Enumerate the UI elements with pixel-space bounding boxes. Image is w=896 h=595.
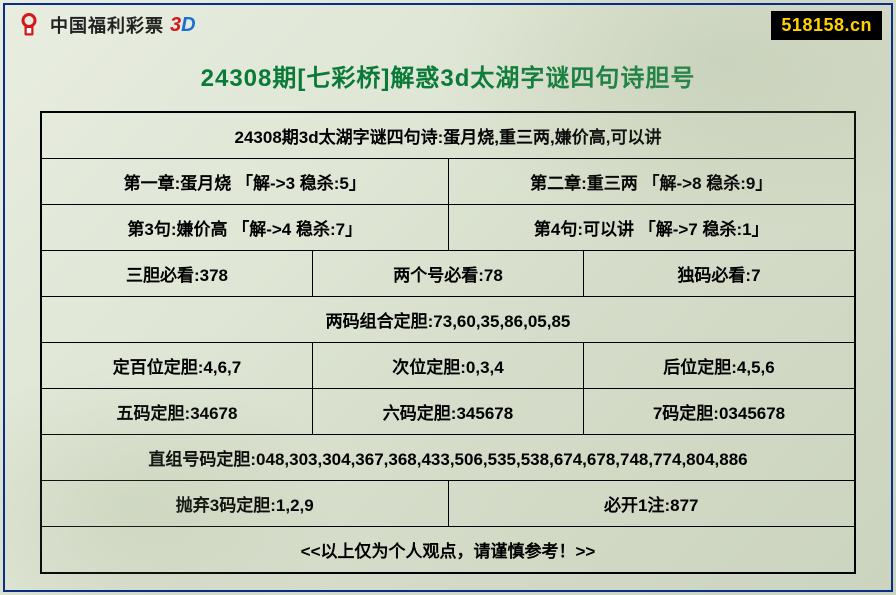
table-row: 五码定胆:34678六码定胆:3456787码定胆:0345678: [42, 388, 854, 434]
logo-text: 中国福利彩票: [50, 12, 164, 38]
table-cell: 直组号码定胆:048,303,304,367,368,433,506,535,5…: [42, 435, 854, 480]
site-badge: 518158.cn: [771, 11, 882, 40]
table-cell: 必开1注:877: [448, 481, 855, 526]
logo-3d: 3D: [170, 14, 196, 37]
page-title: 24308期[七彩桥]解惑3d太湖字谜四句诗胆号: [0, 58, 896, 93]
table-cell: 六码定胆:345678: [312, 389, 583, 434]
table-cell: <<以上仅为个人观点，请谨慎参考！>>: [42, 527, 854, 572]
table-row: 三胆必看:378两个号必看:78独码必看:7: [42, 250, 854, 296]
table-cell: 两码组合定胆:73,60,35,86,05,85: [42, 297, 854, 342]
table-cell: 独码必看:7: [583, 251, 854, 296]
table-cell: 抛弃3码定胆:1,2,9: [42, 481, 448, 526]
table-cell: 24308期3d太湖字谜四句诗:蛋月烧,重三两,嫌价高,可以讲: [42, 113, 854, 158]
table-row: 两码组合定胆:73,60,35,86,05,85: [42, 296, 854, 342]
lottery-logo-icon: [14, 10, 44, 40]
table-row: <<以上仅为个人观点，请谨慎参考！>>: [42, 526, 854, 572]
table-cell: 第4句:可以讲 「解->7 稳杀:1」: [448, 205, 855, 250]
table-row: 24308期3d太湖字谜四句诗:蛋月烧,重三两,嫌价高,可以讲: [42, 113, 854, 158]
table-cell: 次位定胆:0,3,4: [312, 343, 583, 388]
table-row: 直组号码定胆:048,303,304,367,368,433,506,535,5…: [42, 434, 854, 480]
table-row: 第3句:嫌价高 「解->4 稳杀:7」第4句:可以讲 「解->7 稳杀:1」: [42, 204, 854, 250]
table-cell: 第一章:蛋月烧 「解->3 稳杀:5」: [42, 159, 448, 204]
logo-3d-d: D: [181, 14, 195, 36]
data-table: 24308期3d太湖字谜四句诗:蛋月烧,重三两,嫌价高,可以讲第一章:蛋月烧 「…: [40, 111, 856, 574]
logo-3d-3: 3: [170, 14, 181, 36]
table-row: 定百位定胆:4,6,7次位定胆:0,3,4后位定胆:4,5,6: [42, 342, 854, 388]
table-cell: 第3句:嫌价高 「解->4 稳杀:7」: [42, 205, 448, 250]
table-cell: 三胆必看:378: [42, 251, 312, 296]
table-row: 抛弃3码定胆:1,2,9必开1注:877: [42, 480, 854, 526]
table-row: 第一章:蛋月烧 「解->3 稳杀:5」第二章:重三两 「解->8 稳杀:9」: [42, 158, 854, 204]
table-cell: 两个号必看:78: [312, 251, 583, 296]
logo-block: 中国福利彩票 3D: [14, 10, 196, 40]
header: 中国福利彩票 3D 518158.cn: [0, 0, 896, 44]
table-cell: 第二章:重三两 「解->8 稳杀:9」: [448, 159, 855, 204]
table-cell: 后位定胆:4,5,6: [583, 343, 854, 388]
table-cell: 定百位定胆:4,6,7: [42, 343, 312, 388]
table-cell: 7码定胆:0345678: [583, 389, 854, 434]
table-cell: 五码定胆:34678: [42, 389, 312, 434]
